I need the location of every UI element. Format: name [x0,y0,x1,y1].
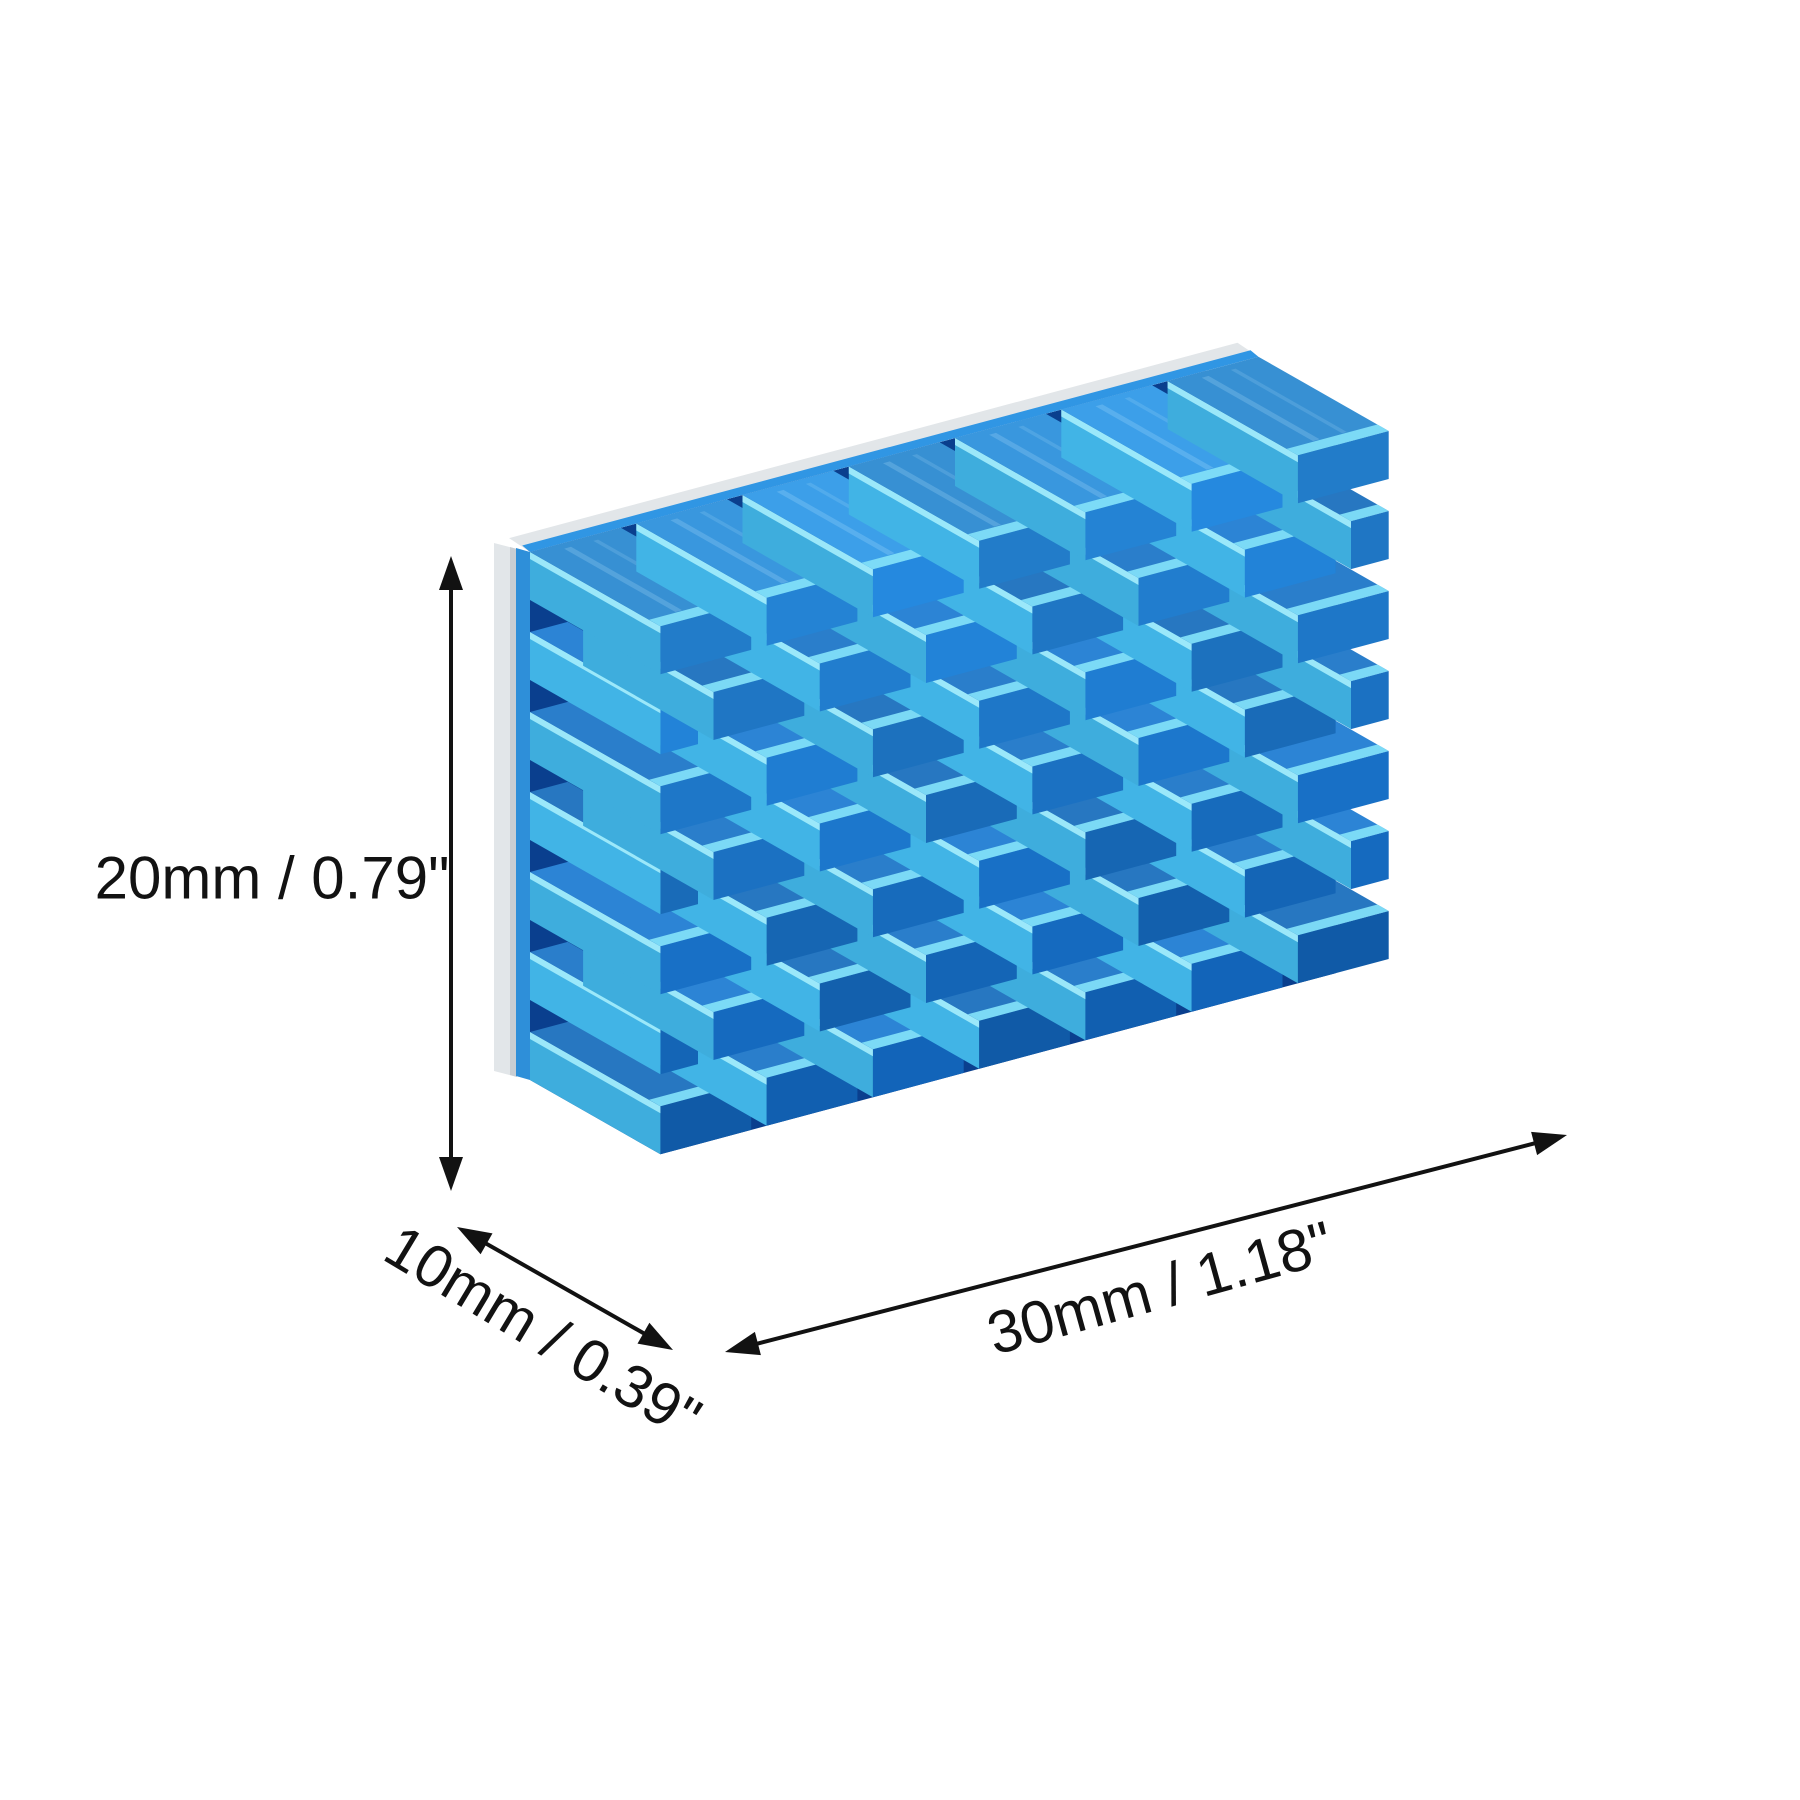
dimension-label-height: 20mm / 0.79" [94,844,450,912]
height-dimension-arrow [439,556,463,1191]
width-dimension-arrow [725,1131,1567,1356]
heatsink-body [494,342,1389,1155]
depth-dimension-arrow [457,1227,673,1350]
